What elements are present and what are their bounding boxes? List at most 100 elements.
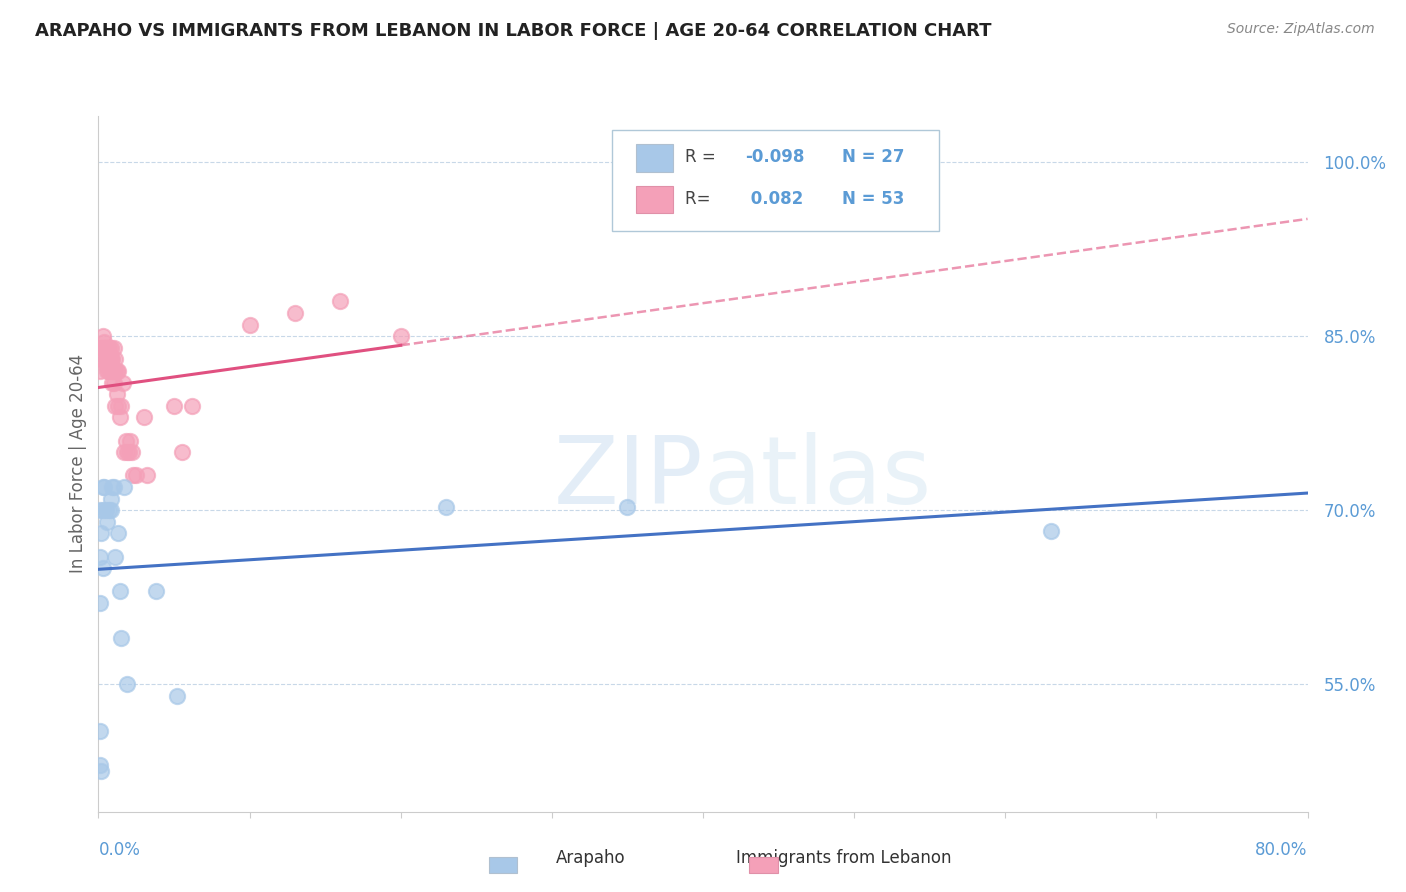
Point xyxy=(89,364,111,378)
Point xyxy=(93,480,115,494)
Text: 0.0%: 0.0% xyxy=(98,840,141,859)
Point xyxy=(103,376,125,390)
Point xyxy=(163,399,186,413)
Point xyxy=(103,480,125,494)
Text: Immigrants from Lebanon: Immigrants from Lebanon xyxy=(735,849,952,867)
Point xyxy=(111,376,134,390)
Point xyxy=(329,294,352,309)
Point xyxy=(103,341,125,355)
Point xyxy=(389,329,412,343)
Point xyxy=(181,399,204,413)
Text: N = 27: N = 27 xyxy=(842,148,904,166)
Point xyxy=(434,500,457,514)
Point xyxy=(101,480,124,494)
Point xyxy=(122,468,145,483)
Point xyxy=(118,445,141,459)
Point xyxy=(91,352,114,367)
Text: 80.0%: 80.0% xyxy=(1256,840,1308,859)
Point xyxy=(98,364,121,378)
Point xyxy=(112,445,135,459)
Point xyxy=(98,352,121,367)
Text: atlas: atlas xyxy=(703,432,931,524)
Text: R=: R= xyxy=(685,190,721,208)
Point xyxy=(120,434,142,448)
FancyBboxPatch shape xyxy=(637,144,672,171)
Point xyxy=(115,445,138,459)
Point xyxy=(90,526,112,541)
Point xyxy=(101,376,124,390)
Point xyxy=(98,341,121,355)
Point xyxy=(103,364,125,378)
Point xyxy=(96,352,118,367)
Point xyxy=(101,352,124,367)
Point xyxy=(105,387,128,401)
Point xyxy=(125,468,148,483)
Point xyxy=(104,352,127,367)
Text: 0.082: 0.082 xyxy=(745,190,804,208)
Point xyxy=(100,352,122,367)
Point xyxy=(100,491,122,506)
Point xyxy=(89,503,111,517)
Y-axis label: In Labor Force | Age 20-64: In Labor Force | Age 20-64 xyxy=(69,354,87,574)
Text: R =: R = xyxy=(685,148,721,166)
Text: ARAPAHO VS IMMIGRANTS FROM LEBANON IN LABOR FORCE | AGE 20-64 CORRELATION CHART: ARAPAHO VS IMMIGRANTS FROM LEBANON IN LA… xyxy=(35,22,991,40)
Point xyxy=(94,341,117,355)
FancyBboxPatch shape xyxy=(612,130,939,231)
Point xyxy=(94,503,117,517)
Text: Source: ZipAtlas.com: Source: ZipAtlas.com xyxy=(1227,22,1375,37)
Point xyxy=(166,689,188,703)
Point xyxy=(135,468,157,483)
Point xyxy=(107,364,129,378)
Point xyxy=(89,549,111,564)
Point xyxy=(239,318,262,332)
Point xyxy=(91,329,114,343)
Text: Arapaho: Arapaho xyxy=(555,849,626,867)
Point xyxy=(100,341,122,355)
Point xyxy=(96,341,118,355)
Point xyxy=(96,515,118,529)
Point xyxy=(110,631,132,645)
Point xyxy=(112,480,135,494)
Point xyxy=(104,549,127,564)
Text: ZIP: ZIP xyxy=(554,432,703,524)
Point xyxy=(96,352,118,367)
Point xyxy=(93,341,115,355)
Point xyxy=(94,359,117,373)
Point xyxy=(90,764,112,778)
Point xyxy=(94,352,117,367)
Point xyxy=(132,410,155,425)
Point xyxy=(145,584,167,599)
Point xyxy=(105,364,128,378)
Point xyxy=(91,341,114,355)
Point xyxy=(93,335,115,350)
Point xyxy=(90,341,112,355)
Point xyxy=(100,503,122,517)
Text: N = 53: N = 53 xyxy=(842,190,904,208)
Point xyxy=(115,677,138,691)
Point xyxy=(107,399,129,413)
FancyBboxPatch shape xyxy=(637,186,672,213)
Point xyxy=(100,364,122,378)
Point xyxy=(91,480,114,494)
Point xyxy=(104,399,127,413)
Point xyxy=(89,758,111,772)
Point xyxy=(90,341,112,355)
Point xyxy=(121,445,143,459)
Point xyxy=(616,500,638,514)
Point xyxy=(110,399,132,413)
Point xyxy=(98,503,121,517)
Point xyxy=(107,526,129,541)
Point xyxy=(108,410,131,425)
Point xyxy=(108,584,131,599)
Point xyxy=(89,723,111,738)
Point xyxy=(1039,524,1062,538)
Point xyxy=(104,364,127,378)
Point xyxy=(89,596,111,610)
Point xyxy=(284,306,307,320)
Text: -0.098: -0.098 xyxy=(745,148,804,166)
Point xyxy=(96,364,118,378)
Point xyxy=(91,503,114,517)
Point xyxy=(91,561,114,575)
Point xyxy=(170,445,193,459)
Point xyxy=(114,434,136,448)
